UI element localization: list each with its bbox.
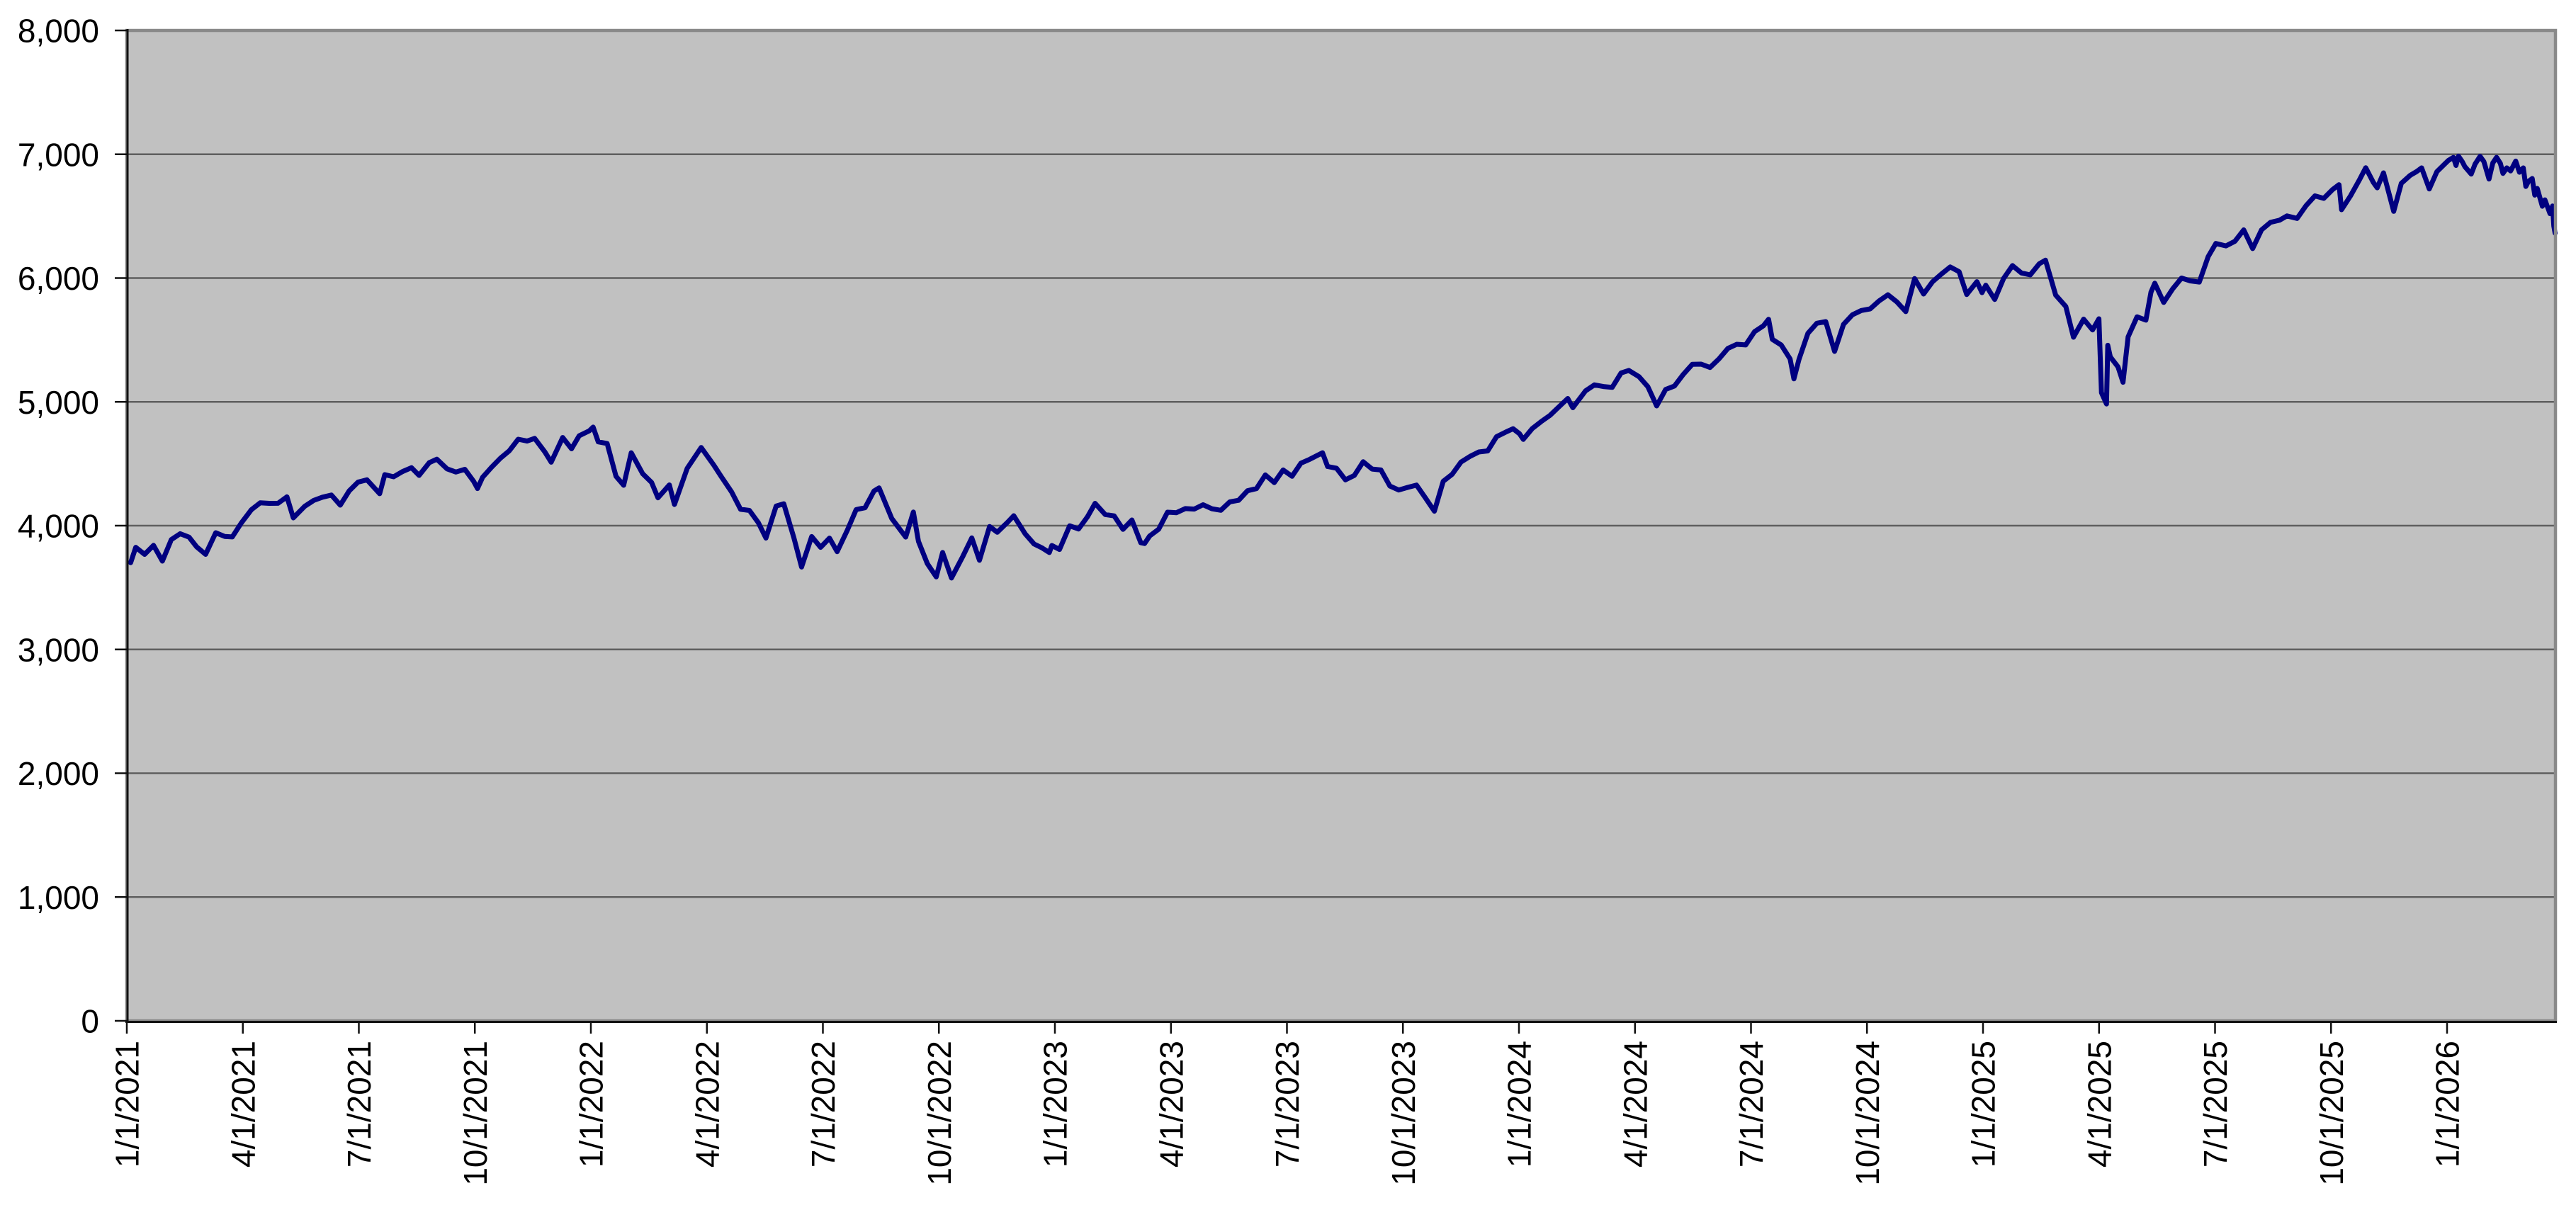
x-axis-tick-label: 1/1/2023 <box>1037 1041 1074 1167</box>
axes-layer <box>125 29 2557 1023</box>
y-axis-tick-label: 8,000 <box>18 13 99 50</box>
x-axis-tick-label: 1/1/2026 <box>2429 1041 2466 1167</box>
x-axis-tick-label: 4/1/2021 <box>225 1041 261 1167</box>
x-axis-tick-label: 7/1/2021 <box>341 1041 378 1167</box>
series-layer <box>128 153 2558 581</box>
y-axis-tick-label: 4,000 <box>18 508 99 545</box>
x-axis-tick-label: 7/1/2022 <box>805 1041 842 1167</box>
y-axis-tick-label: 3,000 <box>18 631 99 668</box>
x-axis-tick-label: 1/1/2021 <box>109 1041 146 1167</box>
x-axis-tick-label: 4/1/2022 <box>689 1041 725 1167</box>
x-axis-tick-label: 10/1/2022 <box>921 1041 958 1186</box>
x-axis-labels-layer: 1/1/2021 4/1/2021 7/1/2021 10/1/2021 1/1/202… <box>109 1041 2466 1186</box>
x-axis-tick-label: 1/1/2024 <box>1501 1041 1538 1167</box>
x-axis-tick-label: 4/1/2023 <box>1153 1041 1190 1167</box>
x-axis-tick-label: 10/1/2024 <box>1849 1041 1886 1186</box>
y-axis-tick-label: 1,000 <box>18 879 99 916</box>
x-axis-tick-label: 10/1/2023 <box>1385 1041 1422 1186</box>
y-axis-labels-layer: 0 1,000 2,000 3,000 4,000 5,000 6,000 7,000 8,00… <box>18 13 99 1040</box>
y-axis-tick-label: 5,000 <box>18 384 99 421</box>
gridlines-layer <box>127 153 2555 898</box>
x-axis-tick-label: 1/1/2022 <box>573 1041 610 1167</box>
y-axis-tick-label: 6,000 <box>18 260 99 297</box>
y-axis-tick-label: 0 <box>81 1003 99 1040</box>
y-axis-tick-label: 7,000 <box>18 136 99 173</box>
y-axis-tick-label: 2,000 <box>18 755 99 792</box>
data-series-line <box>128 153 2558 581</box>
x-axis-tick-label: 10/1/2021 <box>457 1041 494 1186</box>
x-axis-tick-label: 10/1/2025 <box>2313 1041 2350 1186</box>
ticks-layer <box>115 29 2448 1034</box>
x-axis-tick-label: 7/1/2024 <box>1733 1041 1770 1167</box>
x-axis-tick-label: 4/1/2024 <box>1617 1041 1654 1167</box>
x-axis-tick-label: 4/1/2025 <box>2081 1041 2118 1167</box>
x-axis-tick-label: 1/1/2025 <box>1965 1041 2002 1167</box>
x-axis-tick-label: 7/1/2023 <box>1269 1041 1306 1167</box>
x-axis-tick-label: 7/1/2025 <box>2197 1041 2234 1167</box>
